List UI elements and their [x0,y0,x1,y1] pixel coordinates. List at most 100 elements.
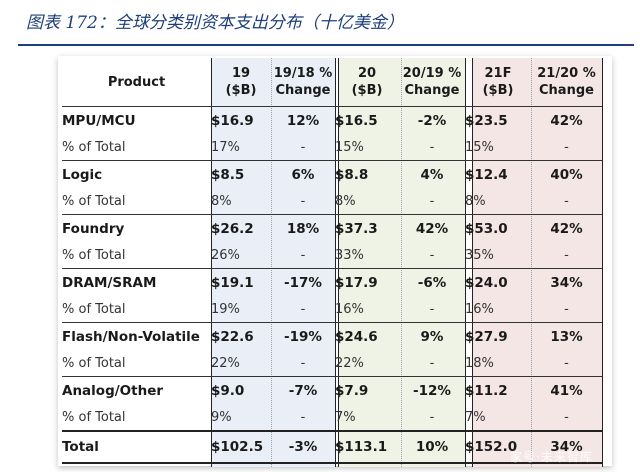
row-label: Logic [62,160,211,188]
title-rule [18,44,634,46]
value-2019: $22.6 [211,322,271,350]
band-border-2019-end [335,58,336,467]
change-2021: 42% [531,106,602,134]
value-2019: $9.0 [211,376,271,404]
share-2020: 7% [335,409,356,425]
share-label: % of Total [62,355,126,371]
share-2021f: 8% [465,193,486,209]
change-2021: 34% [531,268,602,296]
share-change-2021: - [564,355,569,371]
share-change-2019: - [300,247,306,263]
share-change-2020: - [429,355,435,371]
share-2020: 33% [335,247,364,263]
row-mpu-mcu: MPU/MCU $16.9 12% $16.5 -2% $23.5 42% [62,106,602,134]
share-2021f: 15% [465,139,494,155]
value-2020: $17.9 [335,268,399,296]
value-2019: $19.1 [211,268,271,296]
band-border-2019 [211,58,212,467]
share-2020: 16% [335,301,364,317]
value-2019: $16.9 [211,106,271,134]
share-change-2020: - [429,139,435,155]
row-logic: Logic $8.5 6% $8.8 4% $12.4 40% [62,160,602,188]
share-2021f: 16% [465,301,494,317]
share-change-2020: - [429,247,435,263]
share-2019: 17% [211,139,240,155]
value-2021f: $53.0 [465,214,531,242]
share-change-2021: - [564,301,569,317]
col-sep-2020 [401,58,402,467]
row-foundry: Foundry $26.2 18% $37.3 42% $53.0 42% [62,214,602,242]
value-2021f: $12.4 [465,160,531,188]
share-change-2020: - [429,193,435,209]
value-2021f: $27.9 [465,322,531,350]
header-2019: 19 ($B) [211,58,271,107]
share-change-2021: - [564,247,569,263]
change-2019: 12% [271,106,335,134]
value-2020: $16.5 [335,106,399,134]
share-change-2021: - [564,139,569,155]
change-2021: 41% [531,376,602,404]
total-2021f: $152.0 [465,430,531,464]
change-2020: -2% [399,106,465,134]
share-change-2019: - [300,355,306,371]
change-2021: 40% [531,160,602,188]
row-flash-non-volatile: Flash/Non-Volatile $22.6 -19% $24.6 9% $… [62,322,602,350]
total-change-2020: 10% [399,430,465,464]
share-label: % of Total [62,409,126,425]
share-2020: 8% [335,193,356,209]
row-label: Foundry [62,214,211,242]
header-change-2020: 20/19 % Change [399,58,465,107]
share-2020: 22% [335,355,364,371]
row-label: MPU/MCU [62,106,211,134]
band-border-2020 [338,58,339,467]
change-2019: -19% [271,322,335,350]
change-2020: -12% [399,376,465,404]
share-2019: 9% [211,409,232,425]
header-row: Product 19 ($B) 19/18 % Change 20 ($B) 20/1… [62,58,602,107]
value-2020: $8.8 [335,160,399,188]
change-2021: 13% [531,322,602,350]
total-change-2019: -3% [271,430,335,464]
value-2020: $24.6 [335,322,399,350]
value-2019: $8.5 [211,160,271,188]
band-border-2021 [472,58,473,467]
share-change-2021: - [564,193,569,209]
row-label: Flash/Non-Volatile [62,322,211,350]
row-label: DRAM/SRAM [62,268,211,296]
share-2019: 19% [211,301,240,317]
value-2021f: $23.5 [465,106,531,134]
header-2020: 20 ($B) [335,58,399,107]
row-label: Analog/Other [62,376,211,404]
row-analog-other: Analog/Other $9.0 -7% $7.9 -12% $11.2 41… [62,376,602,404]
value-2021f: $24.0 [465,268,531,296]
capex-table: Product 19 ($B) 19/18 % Change 20 ($B) 20/1… [62,58,602,464]
header-product: Product [62,58,211,107]
col-sep-2019 [271,58,272,467]
share-label: % of Total [62,139,126,155]
share-change-2019: - [300,139,306,155]
col-sep-2021 [531,58,532,467]
change-2020: 42% [399,214,465,242]
share-2019: 22% [211,355,240,371]
change-2020: 9% [399,322,465,350]
change-2020: -6% [399,268,465,296]
share-2020: 15% [335,139,364,155]
row-foundry-share: % of Total 26% - 33% - 35% - [62,242,602,269]
share-2021f: 7% [465,409,486,425]
value-2019: $26.2 [211,214,271,242]
share-label: % of Total [62,247,126,263]
share-change-2020: - [429,409,435,425]
row-dram-sram: DRAM/SRAM $19.1 -17% $17.9 -6% $24.0 34% [62,268,602,296]
header-change-2019: 19/18 % Change [271,58,335,107]
share-change-2019: - [300,193,306,209]
change-2019: 18% [271,214,335,242]
header-change-2021: 21/20 % Change [531,58,602,107]
band-border-2021-end [602,58,603,467]
row-analog-other-share: % of Total 9% - 7% - 7% - [62,404,602,431]
total-2020: $113.1 [335,430,399,464]
change-2020: 4% [399,160,465,188]
share-change-2020: - [429,301,435,317]
row-flash-non-volatile-share: % of Total 22% - 22% - 18% - [62,350,602,377]
header-2021f: 21F ($B) [465,58,531,107]
change-2019: -7% [271,376,335,404]
